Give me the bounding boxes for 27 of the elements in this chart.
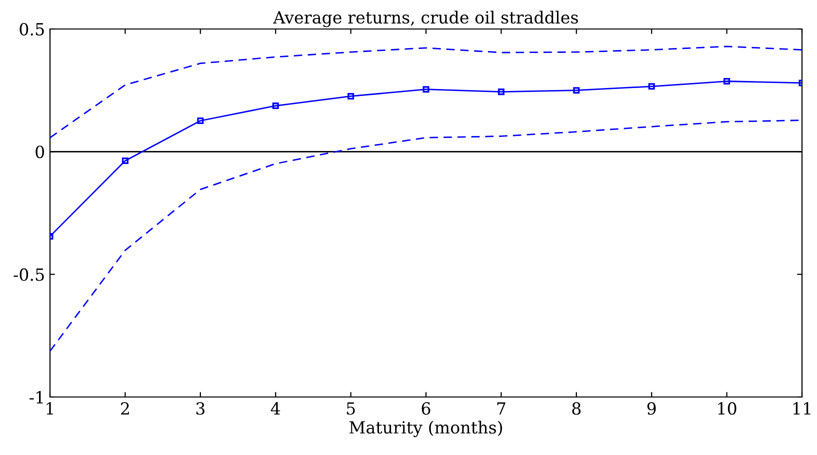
point bbox=[573, 87, 580, 94]
chart-title: Average returns, crude oil straddles bbox=[273, 10, 578, 28]
x-tick-label: 6 bbox=[422, 402, 430, 415]
y-tick-label: -1 bbox=[30, 390, 43, 404]
x-tick-label: 7 bbox=[497, 402, 506, 415]
x-tick-label: 8 bbox=[572, 402, 581, 415]
x-tick-label: 9 bbox=[647, 402, 656, 415]
point bbox=[122, 157, 128, 164]
y-tick-label: 0.5 bbox=[20, 22, 44, 36]
x-tick-label: 5 bbox=[346, 402, 355, 415]
line-series bbox=[50, 46, 802, 138]
point bbox=[197, 117, 204, 124]
x-tick-label: 4 bbox=[270, 402, 280, 415]
x-tick-label: 1 bbox=[46, 402, 53, 415]
x-tick-label: 10 bbox=[718, 402, 736, 415]
point bbox=[422, 86, 430, 93]
point bbox=[724, 78, 730, 85]
x-tick-label: 2 bbox=[121, 402, 129, 415]
point bbox=[348, 92, 354, 100]
y-tick-label: -0.5 bbox=[14, 268, 44, 281]
point bbox=[272, 102, 279, 110]
x-tick-label: 3 bbox=[196, 402, 204, 415]
y-tick-label: 0 bbox=[36, 146, 44, 158]
x-tick-label: 11 bbox=[793, 402, 810, 415]
point bbox=[498, 88, 504, 96]
point bbox=[648, 83, 655, 90]
x-axis-title: Maturity (months) bbox=[349, 420, 502, 438]
